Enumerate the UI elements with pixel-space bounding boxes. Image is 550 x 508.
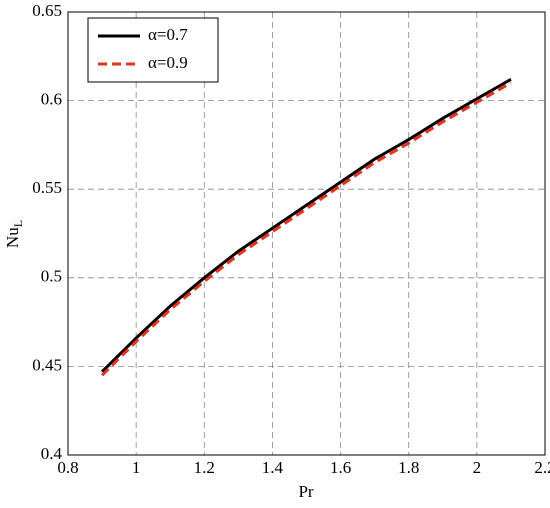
- y-tick-label: 0.4: [41, 444, 63, 463]
- x-tick-label: 2.2: [534, 458, 550, 477]
- x-tick-label: 1.2: [194, 458, 215, 477]
- legend-label: α=0.9: [148, 53, 188, 72]
- y-tick-label: 0.65: [32, 1, 62, 20]
- x-tick-label: 0.8: [57, 458, 78, 477]
- series-line: [101, 81, 512, 377]
- y-axis-label: NuL: [3, 220, 25, 248]
- y-tick-label: 0.5: [41, 267, 62, 286]
- y-tick-label: 0.6: [41, 90, 62, 109]
- series-line: [101, 78, 512, 373]
- x-tick-label: 1.8: [398, 458, 419, 477]
- x-axis-label: Pr: [298, 482, 313, 501]
- y-axis-label-main: Nu: [3, 227, 22, 248]
- x-tick-label: 1.4: [262, 458, 284, 477]
- plot-frame: [67, 11, 546, 456]
- legend-label: α=0.7: [148, 25, 188, 44]
- x-tick-label: 1.6: [330, 458, 351, 477]
- x-tick-label: 2: [473, 458, 482, 477]
- y-tick-label: 0.55: [32, 178, 62, 197]
- y-tick-label: 0.45: [32, 355, 62, 374]
- y-axis-label-sub: L: [11, 220, 25, 227]
- legend-box: [87, 17, 219, 83]
- x-tick-label: 1: [132, 458, 141, 477]
